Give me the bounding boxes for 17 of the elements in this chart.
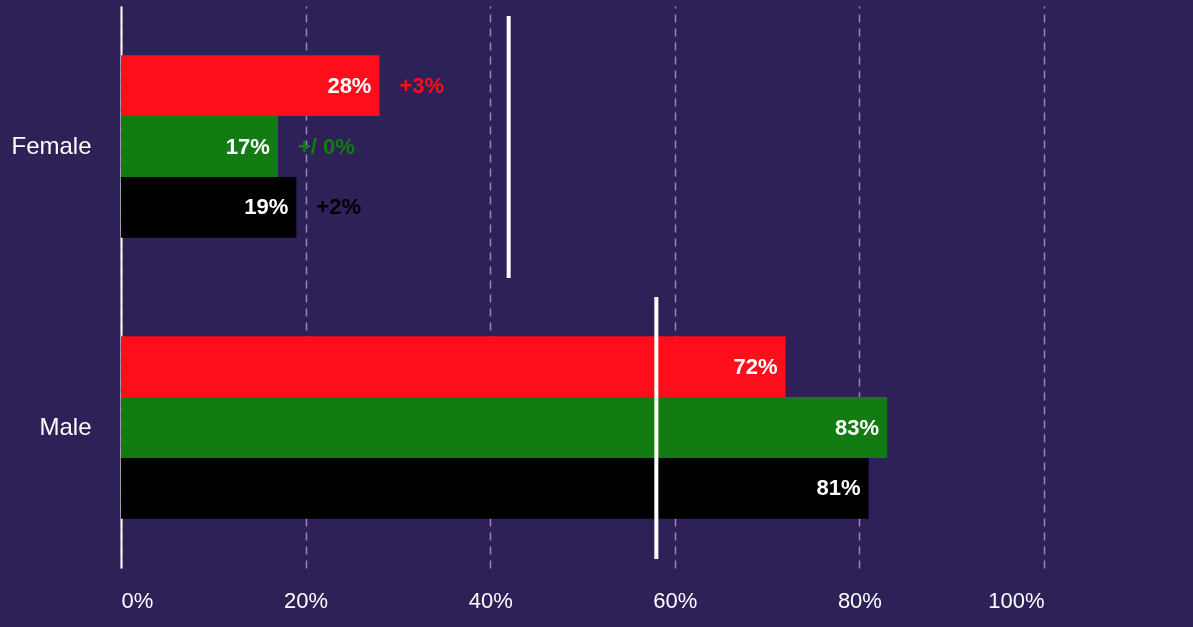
data-label: 17% <box>225 133 270 159</box>
x-tick-label: 80% <box>837 587 882 613</box>
annotation: +3% <box>399 72 445 98</box>
y-tick-label: Female <box>11 131 92 159</box>
data-label: 19% <box>244 194 289 220</box>
data-label: 83% <box>835 414 880 440</box>
data-label: 28% <box>327 72 372 98</box>
x-tick-label: 60% <box>653 587 698 613</box>
data-label: 81% <box>816 475 861 501</box>
x-tick-label: 0% <box>121 587 154 613</box>
y-tick-label: Male <box>39 412 92 440</box>
annotation: +/ 0% <box>297 133 355 159</box>
x-tick-label: 100% <box>988 587 1045 613</box>
x-tick-label: 40% <box>468 587 513 613</box>
annotation: +2% <box>316 194 362 220</box>
x-tick-label: 20% <box>284 587 329 613</box>
data-label: 72% <box>733 353 778 379</box>
